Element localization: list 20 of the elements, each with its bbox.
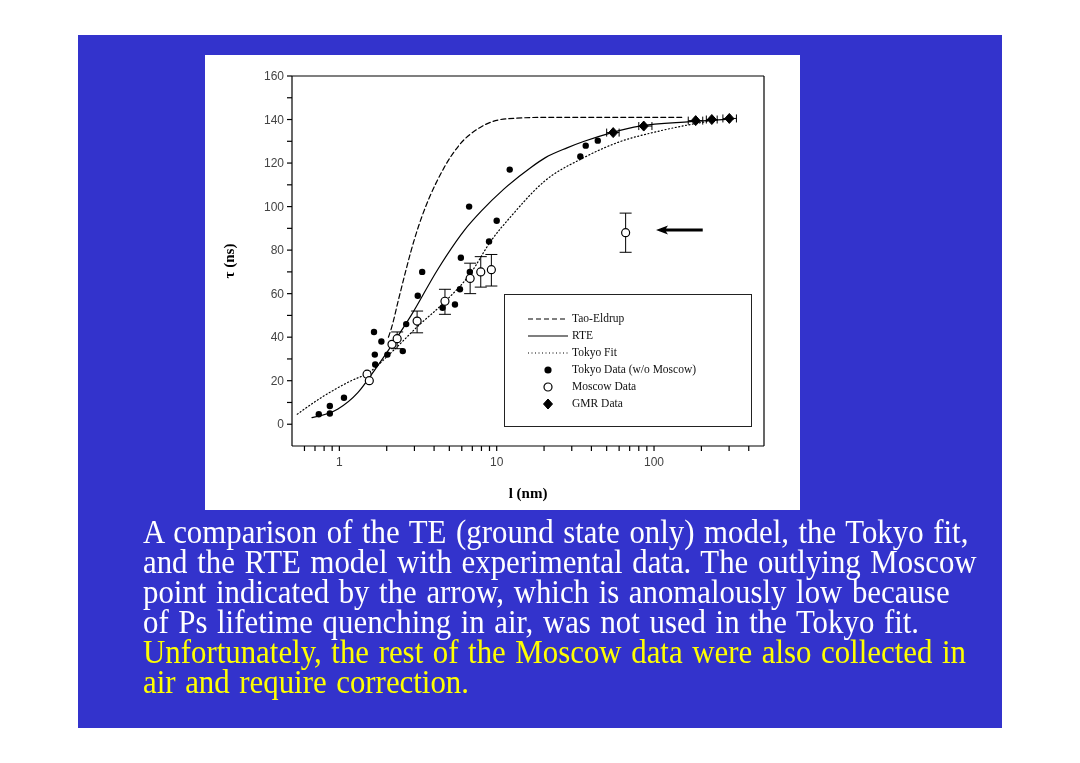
y-tick-label: 160: [263, 69, 285, 84]
legend-label: GMR Data: [572, 396, 623, 411]
x-axis-title: l (nm): [508, 485, 548, 502]
y-tick-label: 100: [263, 199, 285, 214]
y-tick-label: 0: [277, 417, 285, 432]
legend-label: Tao-Eldrup: [572, 311, 625, 327]
y-tick-label: 40: [270, 330, 285, 345]
y-tick-label: 60: [270, 286, 285, 301]
x-tick-label: 10: [490, 454, 504, 469]
y-axis-title: τ (ns): [221, 243, 238, 279]
legend-label: Tokyo Fit: [572, 345, 617, 361]
legend-label: RTE: [572, 328, 594, 343]
y-tick-label: 140: [263, 112, 285, 127]
legend-label: Moscow Data: [572, 379, 637, 394]
x-tick-label: 100: [644, 454, 665, 469]
x-tick-label: 1: [336, 454, 344, 469]
y-tick-label: 80: [270, 243, 285, 258]
y-tick-label: 120: [263, 156, 285, 171]
y-tick-label: 20: [270, 373, 285, 388]
legend-label: Tokyo Data (w/o Moscow): [572, 362, 697, 378]
